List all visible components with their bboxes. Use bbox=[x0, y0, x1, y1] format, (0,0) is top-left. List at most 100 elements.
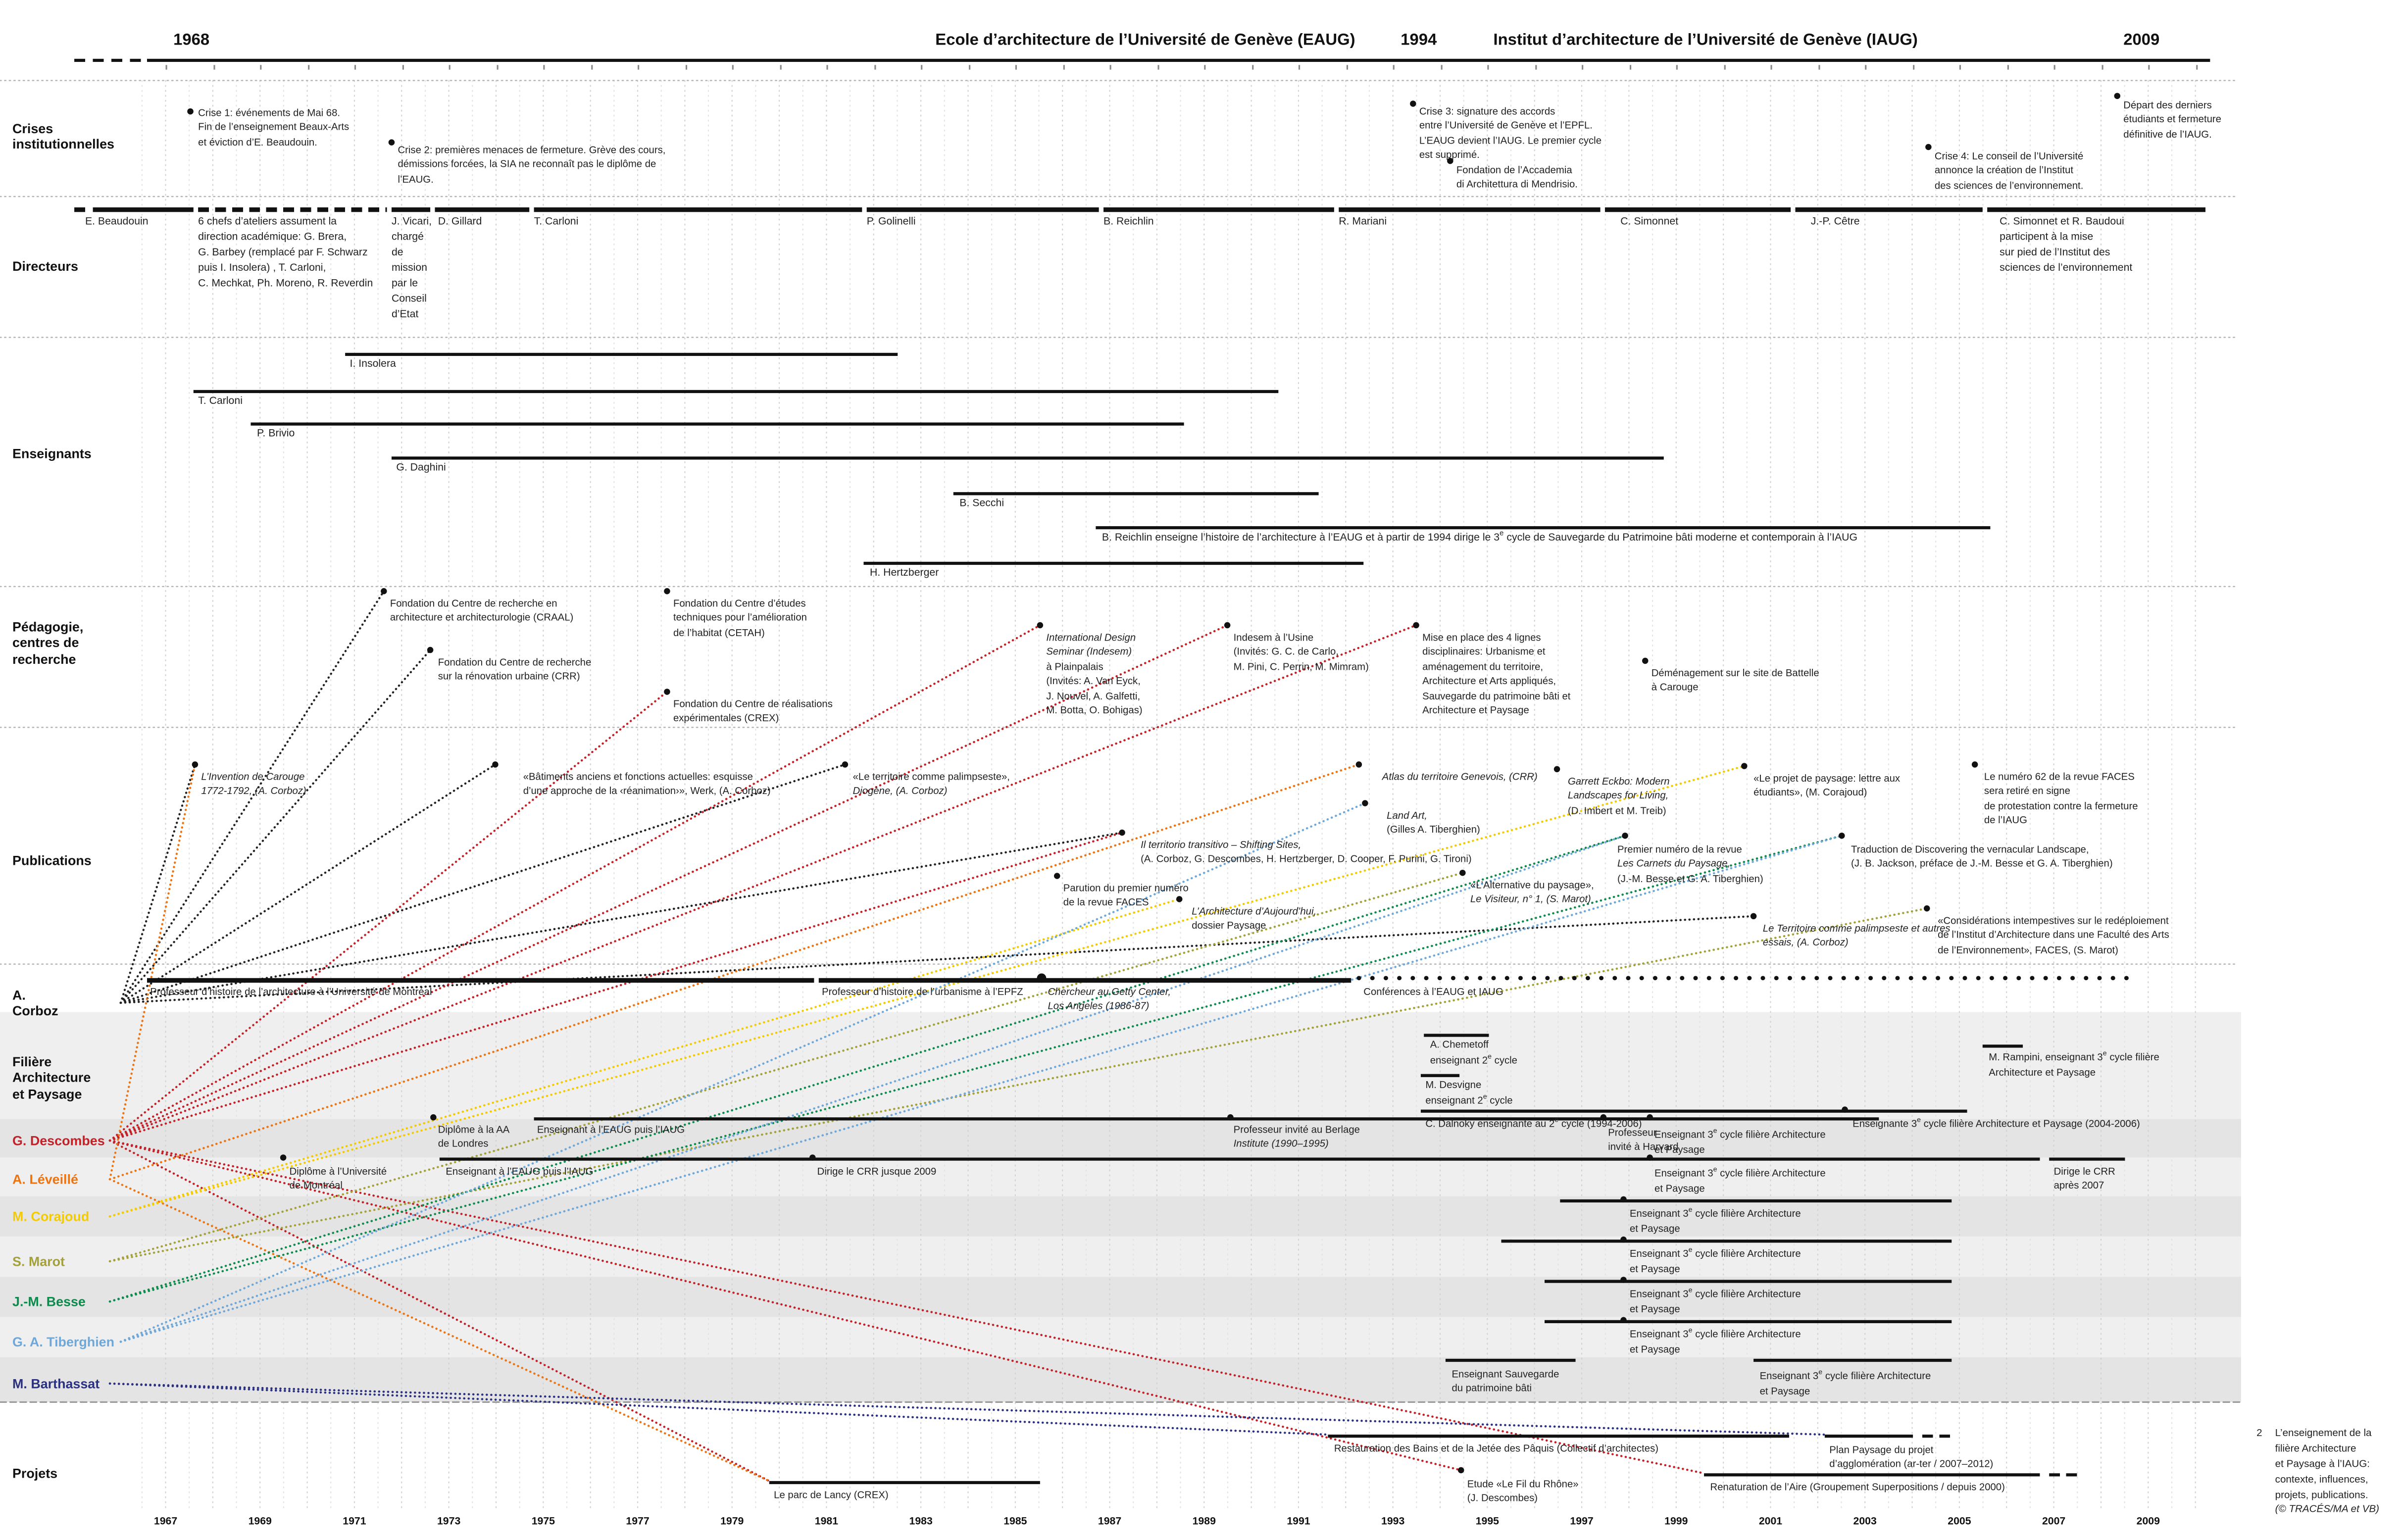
event-dot bbox=[1053, 872, 1061, 880]
year-tick bbox=[1346, 65, 1348, 70]
timeline-bar bbox=[391, 207, 431, 212]
event-dot bbox=[192, 761, 199, 768]
event-dot bbox=[1750, 912, 1757, 920]
event-label: Enseignant à l’EAUG puis l’IAUG bbox=[537, 1125, 685, 1136]
timeline-bar bbox=[391, 456, 1664, 460]
event-dot bbox=[663, 588, 671, 595]
event-label: Enseignant 3e cycle filière Architecture… bbox=[1654, 1165, 1826, 1194]
header-timeline-line bbox=[147, 58, 2210, 63]
axis-year: 1985 bbox=[1003, 1516, 1027, 1528]
connector-marot bbox=[108, 872, 1464, 1263]
timeline-bar bbox=[1096, 526, 1991, 530]
axis-year: 1967 bbox=[153, 1516, 178, 1528]
timeline-bar bbox=[1604, 207, 1791, 212]
timeline-bar bbox=[2049, 1473, 2077, 1477]
event-dot bbox=[1620, 1276, 1627, 1284]
event-dot bbox=[380, 588, 388, 595]
event-dot bbox=[1224, 622, 1231, 629]
axis-year: 2009 bbox=[2136, 1516, 2160, 1528]
timeline-bar bbox=[1445, 1358, 1576, 1362]
event-label: T. Carloni bbox=[198, 396, 243, 407]
year-tick bbox=[1912, 65, 1914, 70]
year-tick bbox=[1251, 65, 1253, 70]
event-dot bbox=[1925, 144, 1932, 150]
person-name-tiberghien: G. A. Tiberghien bbox=[12, 1334, 115, 1350]
event-dot bbox=[1646, 1154, 1653, 1161]
year-tick bbox=[1629, 65, 1631, 70]
event-label: Le numéro 62 de la revue FACES sera retir… bbox=[1984, 772, 2138, 827]
timeline-bar bbox=[193, 390, 1279, 394]
event-label: «Le territoire comme palimpseste», Diogèn… bbox=[852, 772, 1010, 798]
person-name-leveille: A. Léveillé bbox=[12, 1171, 78, 1187]
event-label: Professeur d’histoire de l’architecture … bbox=[150, 987, 432, 998]
event-label: Enseignant 3e cycle filière Architecture… bbox=[1654, 1126, 1826, 1156]
event-label: Crise 1: événements de Mai 68. Fin de l’e… bbox=[198, 108, 350, 149]
year-tick bbox=[1204, 65, 1206, 70]
event-label: Crise 2: premières menaces de fermeture.… bbox=[398, 145, 666, 186]
axis-year: 1981 bbox=[814, 1516, 839, 1528]
year-tick bbox=[1817, 65, 1819, 70]
event-label: «Bâtiments anciens et fonctions actuelle… bbox=[523, 772, 771, 798]
axis-year: 1989 bbox=[1192, 1516, 1216, 1528]
person-name-marot: S. Marot bbox=[12, 1253, 65, 1269]
year-tick bbox=[1015, 65, 1017, 70]
event-label: G. Daghini bbox=[396, 462, 446, 474]
timeline-bar bbox=[1560, 1199, 1952, 1203]
event-label: C. Simonnet bbox=[1620, 216, 1679, 228]
section-label: Pédagogie, centres de recherche bbox=[12, 619, 84, 667]
event-dot bbox=[1620, 1236, 1627, 1243]
event-label: Crise 4: Le conseil de l’Université annon… bbox=[1934, 151, 2084, 192]
timeline-bar bbox=[435, 207, 530, 212]
year-tick bbox=[732, 65, 734, 70]
timeline-bar bbox=[198, 207, 387, 212]
timeline-bar bbox=[953, 492, 1319, 496]
event-label: Traduction de Discovering the vernacular… bbox=[1851, 845, 2113, 871]
year-tick bbox=[1440, 65, 1442, 70]
connector-descombes bbox=[108, 831, 1123, 1142]
event-label: M. Rampini, enseignant 3e cycle filière A… bbox=[1989, 1049, 2159, 1078]
year-tick bbox=[638, 65, 640, 70]
event-dot bbox=[1621, 832, 1629, 840]
event-dot bbox=[1642, 657, 1649, 664]
person-name-barthassat: M. Barthassat bbox=[12, 1376, 100, 1391]
figure-caption: 2 L’enseignement de la filière Architectu… bbox=[2256, 1427, 2379, 1519]
axis-year: 2007 bbox=[2042, 1516, 2066, 1528]
event-label: P. Golinelli bbox=[866, 216, 916, 228]
event-label: L’Architecture d’Aujourd’hui, dossier Pay… bbox=[1192, 907, 1317, 933]
header-title-iaug: Institut d’architecture de l’Université … bbox=[1493, 31, 1918, 50]
connector-corajoud bbox=[108, 898, 1181, 1218]
year-tick bbox=[496, 65, 498, 70]
event-dot bbox=[1841, 1106, 1849, 1113]
event-label: Chercheur au Getty Center, Los Angeles (1… bbox=[1048, 987, 1171, 1013]
axis-year: 1977 bbox=[626, 1516, 650, 1528]
year-tick bbox=[2053, 65, 2055, 70]
filiere-band bbox=[0, 1157, 2241, 1196]
section-label: Publications bbox=[12, 852, 92, 868]
year-tick bbox=[212, 65, 214, 70]
event-label: H. Hertzberger bbox=[869, 568, 939, 579]
event-dot bbox=[1741, 762, 1748, 770]
event-label: Enseignant 3e cycle filière Architecture… bbox=[1629, 1286, 1801, 1315]
year-tick bbox=[2148, 65, 2150, 70]
event-label: B. Reichlin enseigne l’histoire de l’arc… bbox=[1101, 531, 1858, 544]
timeline-bar bbox=[1704, 1473, 2040, 1477]
year-tick bbox=[921, 65, 923, 70]
connector-corboz bbox=[119, 763, 197, 1004]
connector-barthassat bbox=[108, 1382, 1826, 1436]
timeline-bar bbox=[1545, 1320, 1952, 1324]
connector-corboz bbox=[119, 763, 847, 1004]
event-label: A. Chemetoff enseignant 2e cycle bbox=[1430, 1040, 1517, 1068]
event-label: Départ des derniers étudiants et fermetur… bbox=[2123, 100, 2221, 141]
connector-corboz bbox=[119, 590, 385, 1004]
year-tick bbox=[449, 65, 450, 70]
connector-besse bbox=[108, 835, 1626, 1303]
year-tick bbox=[1534, 65, 1536, 70]
timeline-bar bbox=[439, 1157, 2040, 1161]
year-tick bbox=[826, 65, 828, 70]
year-tick bbox=[1156, 65, 1159, 70]
year-tick bbox=[590, 65, 592, 70]
year-tick bbox=[779, 65, 781, 70]
event-label: «Le projet de paysage: lettre aux étudian… bbox=[1753, 774, 1901, 799]
event-label: 6 chefs d’ateliers assument la direction … bbox=[198, 216, 373, 289]
